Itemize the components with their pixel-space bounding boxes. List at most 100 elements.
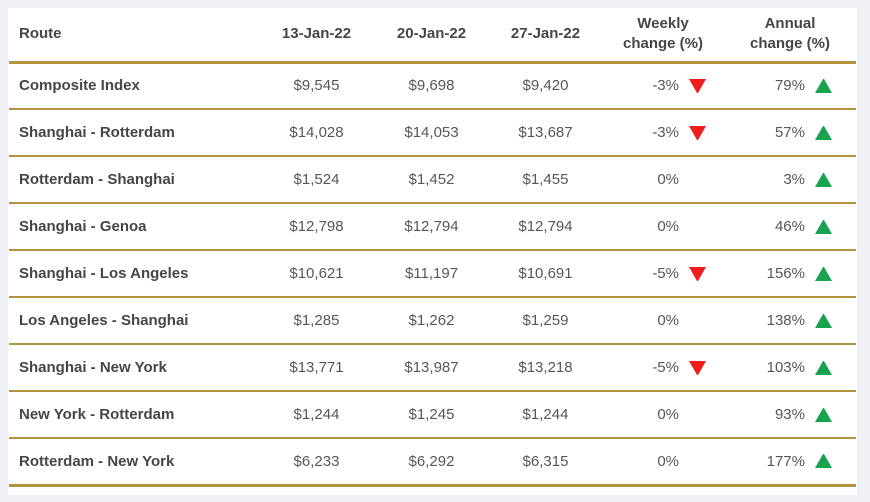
route-cell: Shanghai - Rotterdam bbox=[9, 109, 259, 157]
annual-change-cell: 57% bbox=[724, 109, 856, 157]
red-triangle-down-icon bbox=[689, 360, 706, 375]
price-cell: $13,687 bbox=[489, 109, 602, 157]
price-cell: $9,420 bbox=[489, 62, 602, 110]
route-cell: Shanghai - Los Angeles bbox=[9, 250, 259, 298]
green-triangle-up-icon bbox=[815, 360, 832, 375]
weekly-change-cell: 0% bbox=[602, 203, 724, 251]
price-cell: $10,621 bbox=[259, 250, 374, 298]
annual-change-cell: 156% bbox=[724, 250, 856, 298]
green-triangle-up-icon bbox=[815, 172, 832, 187]
price-cell: $9,545 bbox=[259, 62, 374, 110]
price-cell: $1,452 bbox=[374, 156, 489, 204]
price-cell: $12,794 bbox=[489, 203, 602, 251]
table-row: Los Angeles - Shanghai $1,285 $1,262 $1,… bbox=[9, 297, 856, 345]
column-header-date2: 20-Jan-22 bbox=[374, 8, 489, 64]
annual-change-cell: 93% bbox=[724, 391, 856, 439]
price-cell: $12,798 bbox=[259, 203, 374, 251]
route-cell: Los Angeles - Shanghai bbox=[9, 297, 259, 345]
annual-change-value: 156% bbox=[766, 265, 805, 282]
rates-table-card: Route 13-Jan-22 20-Jan-22 27-Jan-22 Week… bbox=[8, 8, 857, 495]
red-triangle-down-icon bbox=[689, 125, 706, 140]
weekly-change-cell: -3% bbox=[602, 62, 724, 110]
annual-change-value: 46% bbox=[774, 218, 805, 235]
table-row: New York - Rotterdam $1,244 $1,245 $1,24… bbox=[9, 391, 856, 439]
green-triangle-up-icon bbox=[815, 454, 832, 469]
price-cell: $11,197 bbox=[374, 250, 489, 298]
table-row: Shanghai - Genoa $12,798 $12,794 $12,794… bbox=[9, 203, 856, 251]
weekly-change-value: -3% bbox=[652, 124, 679, 141]
column-header-weekly-change: Weekly change (%) bbox=[602, 8, 724, 64]
red-triangle-down-icon bbox=[689, 78, 706, 93]
table-row: Rotterdam - New York $6,233 $6,292 $6,31… bbox=[9, 438, 856, 487]
price-cell: $1,262 bbox=[374, 297, 489, 345]
price-cell: $1,285 bbox=[259, 297, 374, 345]
weekly-change-value: 0% bbox=[657, 452, 679, 470]
weekly-change-cell: 0% bbox=[602, 391, 724, 439]
annual-change-cell: 177% bbox=[724, 438, 856, 487]
annual-change-value: 57% bbox=[774, 124, 805, 141]
column-header-annual-change: Annual change (%) bbox=[724, 8, 856, 64]
annual-change-value: 79% bbox=[774, 77, 805, 95]
price-cell: $1,245 bbox=[374, 391, 489, 439]
weekly-change-value: -5% bbox=[652, 359, 679, 376]
freight-rates-table: Route 13-Jan-22 20-Jan-22 27-Jan-22 Week… bbox=[9, 8, 856, 487]
weekly-change-cell: 0% bbox=[602, 156, 724, 204]
price-cell: $1,524 bbox=[259, 156, 374, 204]
green-triangle-up-icon bbox=[815, 266, 832, 281]
weekly-change-value: -3% bbox=[652, 77, 679, 95]
column-header-date3: 27-Jan-22 bbox=[489, 8, 602, 64]
weekly-change-cell: -3% bbox=[602, 109, 724, 157]
route-cell: Rotterdam - Shanghai bbox=[9, 156, 259, 204]
route-cell: New York - Rotterdam bbox=[9, 391, 259, 439]
weekly-change-cell: 0% bbox=[602, 297, 724, 345]
green-triangle-up-icon bbox=[815, 313, 832, 328]
annual-change-value: 3% bbox=[783, 171, 805, 188]
column-header-route: Route bbox=[9, 8, 259, 64]
price-cell: $13,987 bbox=[374, 344, 489, 392]
price-cell: $6,315 bbox=[489, 438, 602, 487]
price-cell: $1,244 bbox=[489, 391, 602, 439]
annual-change-cell: 46% bbox=[724, 203, 856, 251]
weekly-change-value: 0% bbox=[657, 171, 679, 188]
price-cell: $6,233 bbox=[259, 438, 374, 487]
price-cell: $13,771 bbox=[259, 344, 374, 392]
table-row: Shanghai - New York $13,771 $13,987 $13,… bbox=[9, 344, 856, 392]
table-header: Route 13-Jan-22 20-Jan-22 27-Jan-22 Week… bbox=[9, 8, 856, 64]
annual-change-cell: 138% bbox=[724, 297, 856, 345]
price-cell: $13,218 bbox=[489, 344, 602, 392]
price-cell: $14,028 bbox=[259, 109, 374, 157]
annual-change-cell: 103% bbox=[724, 344, 856, 392]
red-triangle-down-icon bbox=[689, 266, 706, 281]
table-row: Shanghai - Los Angeles $10,621 $11,197 $… bbox=[9, 250, 856, 298]
route-cell: Shanghai - New York bbox=[9, 344, 259, 392]
price-cell: $10,691 bbox=[489, 250, 602, 298]
weekly-change-value: 0% bbox=[657, 406, 679, 423]
table-body: Composite Index $9,545 $9,698 $9,420 -3%… bbox=[9, 62, 856, 487]
weekly-change-value: 0% bbox=[657, 312, 679, 329]
table-row: Composite Index $9,545 $9,698 $9,420 -3%… bbox=[9, 62, 856, 110]
green-triangle-up-icon bbox=[815, 125, 832, 140]
green-triangle-up-icon bbox=[815, 219, 832, 234]
annual-change-cell: 3% bbox=[724, 156, 856, 204]
weekly-change-value: -5% bbox=[652, 265, 679, 282]
header-row: Route 13-Jan-22 20-Jan-22 27-Jan-22 Week… bbox=[9, 8, 856, 64]
price-cell: $14,053 bbox=[374, 109, 489, 157]
price-cell: $6,292 bbox=[374, 438, 489, 487]
annual-change-value: 103% bbox=[766, 359, 805, 376]
route-cell: Shanghai - Genoa bbox=[9, 203, 259, 251]
green-triangle-up-icon bbox=[815, 78, 832, 93]
price-cell: $9,698 bbox=[374, 62, 489, 110]
column-header-date1: 13-Jan-22 bbox=[259, 8, 374, 64]
weekly-change-cell: -5% bbox=[602, 344, 724, 392]
price-cell: $1,259 bbox=[489, 297, 602, 345]
price-cell: $1,244 bbox=[259, 391, 374, 439]
route-cell: Composite Index bbox=[9, 62, 259, 110]
table-row: Shanghai - Rotterdam $14,028 $14,053 $13… bbox=[9, 109, 856, 157]
price-cell: $12,794 bbox=[374, 203, 489, 251]
weekly-change-value: 0% bbox=[657, 218, 679, 235]
route-cell: Rotterdam - New York bbox=[9, 438, 259, 487]
annual-change-value: 138% bbox=[766, 312, 805, 329]
weekly-change-cell: -5% bbox=[602, 250, 724, 298]
annual-change-value: 93% bbox=[774, 406, 805, 423]
weekly-change-cell: 0% bbox=[602, 438, 724, 487]
